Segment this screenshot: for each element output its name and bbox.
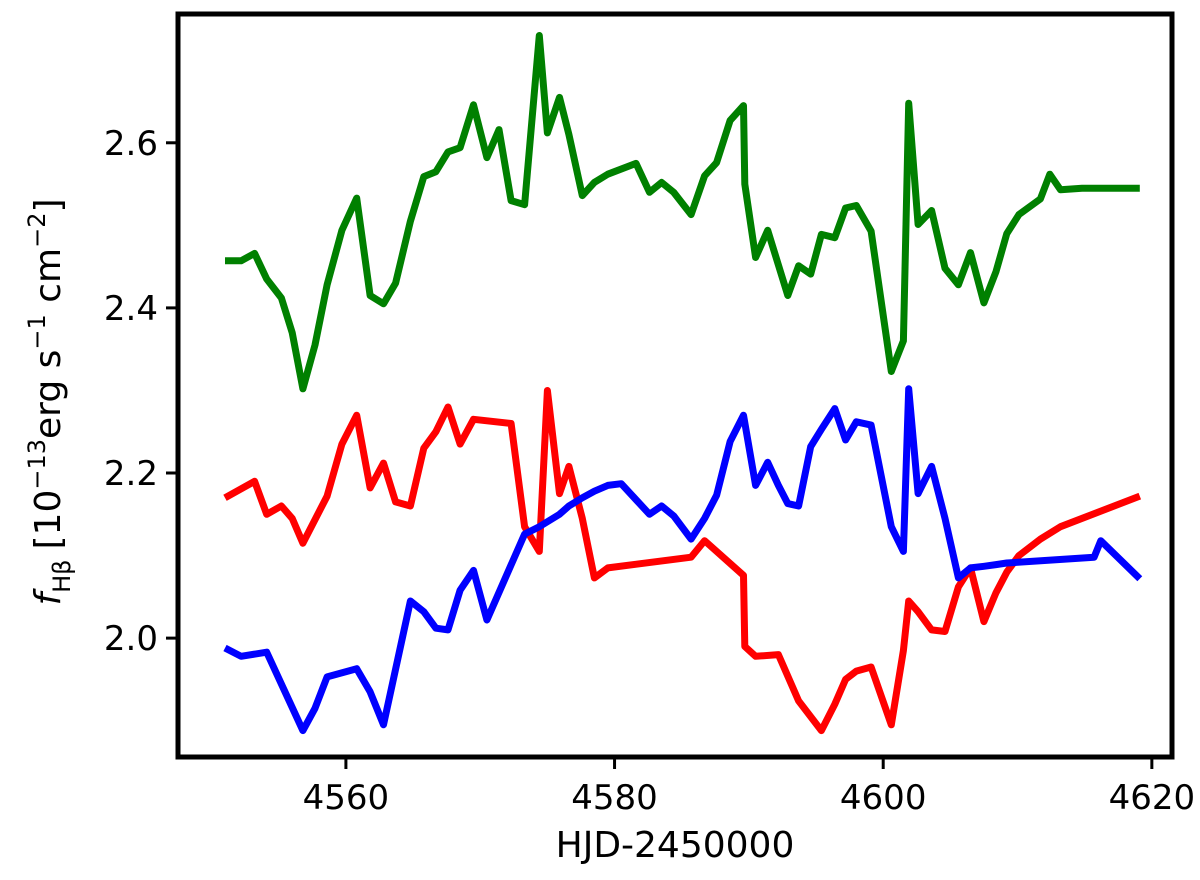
x-tick-label: 4580: [571, 778, 658, 818]
y-axis: 2.0 2.2 2.4 2.6: [104, 124, 178, 659]
y-axis-label-exp1: −13: [23, 439, 51, 490]
y-tick-label: 2.2: [104, 454, 158, 494]
y-tick-label: 2.0: [104, 619, 158, 659]
y-axis-label-sub: H: [48, 575, 76, 593]
x-axis-label: HJD-2450000: [556, 825, 795, 866]
series-line-1: [225, 32, 1140, 393]
y-tick-label: 2.4: [104, 289, 158, 329]
y-axis-label-close: ]: [28, 198, 69, 212]
plot-frame: [175, 11, 1175, 760]
y-axis-label-erg: erg s: [28, 350, 69, 439]
series-layer: [223, 32, 1143, 735]
y-axis-label-open: [10: [28, 490, 69, 550]
y-axis-label-sub2: β: [48, 559, 76, 574]
y-tick-label: 2.6: [104, 124, 158, 164]
y-axis-label-exp3: −2: [23, 213, 51, 248]
x-tick-label: 4560: [303, 778, 390, 818]
series-line-3: [223, 385, 1143, 735]
x-tick-label: 4620: [1109, 778, 1196, 818]
y-axis-label: fHβ[10−13erg s−1 cm−2]: [23, 198, 76, 605]
x-tick-label: 4600: [840, 778, 927, 818]
x-axis: 4560 4580 4600 4620: [303, 757, 1195, 818]
y-axis-label-cm: cm: [28, 248, 69, 314]
y-axis-label-exp2: −1: [23, 314, 51, 349]
series-line-2: [223, 387, 1142, 735]
